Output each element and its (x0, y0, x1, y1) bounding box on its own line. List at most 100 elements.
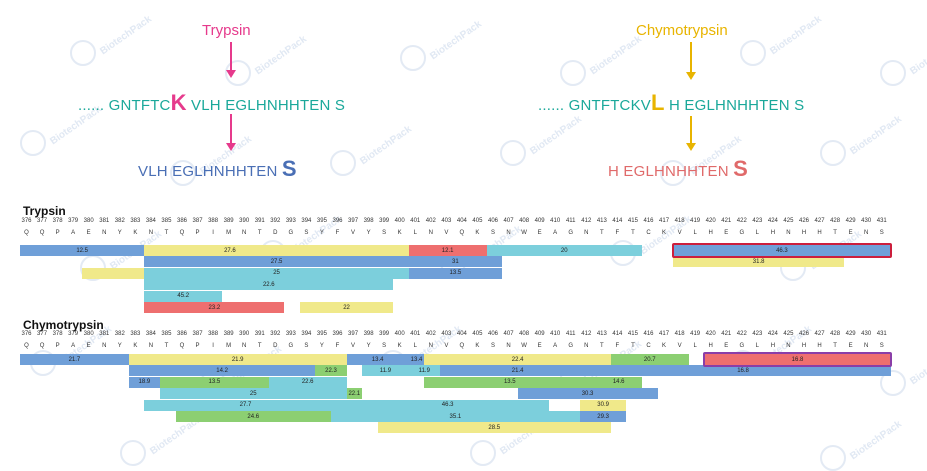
residue-label: N (506, 343, 511, 349)
position-label: 389 (223, 218, 234, 224)
residue-label: H (817, 230, 822, 236)
position-label: 386 (176, 218, 187, 224)
chymotrypsin-seq-prefix: ...... GNTFTCKV (538, 97, 652, 114)
peptide-segment: 27.6 (144, 245, 316, 256)
position-label: 429 (845, 331, 856, 337)
residue-label: T (164, 230, 169, 236)
residue-label: Y (366, 230, 371, 236)
residue-label: E (724, 343, 729, 349)
position-label: 429 (845, 218, 856, 224)
position-label: 378 (52, 218, 63, 224)
residue-label: N (242, 343, 247, 349)
position-label: 402 (425, 331, 436, 337)
position-label: 426 (798, 218, 809, 224)
chymotrypsin-arrow-1 (690, 42, 692, 72)
peptide-segment: 11.9 (362, 365, 409, 377)
residue-label: S (382, 343, 387, 349)
chymotrypsin-arrow-head-1 (686, 72, 696, 80)
position-label: 392 (270, 331, 281, 337)
residue-label: G (288, 230, 294, 236)
position-label: 412 (581, 218, 592, 224)
residue-label: F (335, 230, 340, 236)
position-label: 390 (239, 331, 250, 337)
position-label: 384 (145, 218, 156, 224)
position-label: 411 (565, 218, 576, 224)
peptide-segment: 13.5 (159, 376, 269, 388)
residue-label: S (490, 343, 495, 349)
position-label: 394 (301, 218, 312, 224)
watermark-logo-icon (500, 140, 526, 166)
residue-label: K (397, 343, 402, 349)
position-label: 403 (441, 331, 452, 337)
position-label: 409 (534, 331, 545, 337)
peptide-segment: 21.7 (20, 354, 129, 365)
residue-label: E (86, 343, 91, 349)
position-label: 423 (752, 331, 763, 337)
position-label: 408 (519, 218, 530, 224)
residue-label: G (739, 230, 745, 236)
peptide-segment: 22.3 (315, 365, 347, 377)
trypsin-full-sequence: ...... GNTFTCK VLH EGLHNHHTEN S (78, 90, 345, 116)
position-label: 406 (487, 218, 498, 224)
trypsin-label: Trypsin (202, 22, 251, 39)
residue-label: L (755, 343, 760, 349)
position-label: 387 (192, 331, 203, 337)
chymotrypsin-arrow-2 (690, 116, 692, 144)
trypsin-cut-residue: K (170, 90, 187, 115)
residue-label: E (86, 230, 91, 236)
peptide-segment: 21.9 (128, 354, 347, 365)
residue-label: V (677, 343, 682, 349)
watermark-text: BiotechPack (98, 13, 154, 58)
residue-label: Q (459, 343, 465, 349)
position-label: 428 (830, 218, 841, 224)
position-label: 430 (861, 331, 872, 337)
position-label: 416 (643, 218, 654, 224)
residue-label: W (521, 343, 527, 349)
position-label: 405 (472, 331, 483, 337)
peptide-segment: 20 (486, 245, 642, 256)
position-label: 410 (550, 331, 561, 337)
watermark-logo-icon (820, 140, 846, 166)
position-label: 388 (208, 331, 219, 337)
peptide-segment: 25 (159, 388, 347, 400)
position-label: 404 (456, 331, 467, 337)
residue-label: E (537, 230, 542, 236)
trypsin-product-main: VLH EGLHNHHTEN (138, 163, 282, 180)
residue-label: D (273, 343, 278, 349)
trypsin-arrow-2 (230, 114, 232, 144)
position-label: 384 (145, 331, 156, 337)
chymotrypsin-panel-title: Chymotrypsin (23, 318, 104, 332)
residue-label: L (693, 230, 697, 236)
peptide-segment: 29.3 (579, 411, 627, 422)
residue-label: H (708, 343, 713, 349)
position-label: 382 (114, 331, 125, 337)
peptide-segment: 11.9 (408, 365, 440, 377)
position-label: 400 (394, 331, 405, 337)
residue-label: K (475, 230, 480, 236)
residue-label: N (864, 230, 869, 236)
watermark-logo-icon (560, 60, 586, 86)
residue-label: E (724, 230, 729, 236)
residue-label: V (444, 343, 449, 349)
watermark-logo-icon (400, 45, 426, 71)
position-label: 381 (99, 218, 110, 224)
residue-label: A (553, 343, 558, 349)
position-label: 400 (394, 218, 405, 224)
residue-label: L (755, 230, 760, 236)
watermark-logo-icon (330, 150, 356, 176)
residue-label: Q (39, 343, 45, 349)
watermark-logo-icon (70, 40, 96, 66)
peptide-segment: 14.2 (128, 365, 316, 377)
position-label: 396 (332, 218, 343, 224)
position-label: 381 (99, 331, 110, 337)
peptide-segment: 27.7 (144, 399, 347, 411)
residue-label: N (786, 343, 791, 349)
residue-label: T (631, 343, 635, 349)
position-label: 394 (301, 331, 312, 337)
watermark-text: BiotechPack (848, 113, 904, 158)
watermark-text: BiotechPack (908, 33, 927, 78)
residue-label: T (257, 230, 262, 236)
residue-label: L (413, 343, 417, 349)
position-label: 391 (254, 218, 265, 224)
position-label: 409 (534, 218, 545, 224)
